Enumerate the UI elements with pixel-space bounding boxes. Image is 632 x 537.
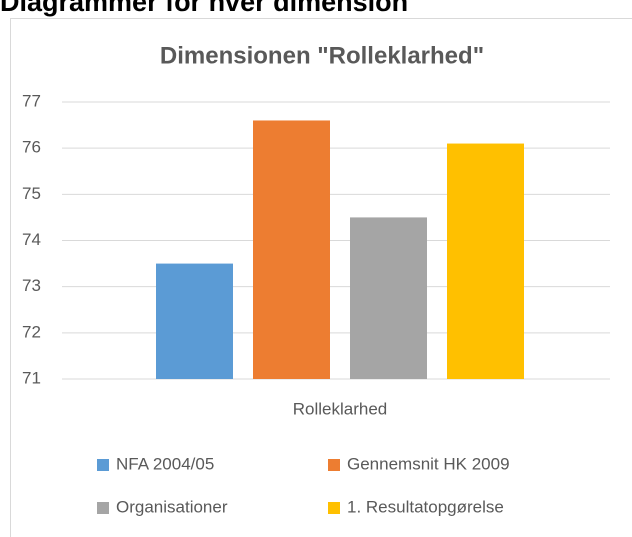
y-tick-label: 71 xyxy=(22,368,41,387)
bar xyxy=(253,120,330,379)
y-tick-label: 73 xyxy=(22,276,41,295)
legend-label: Gennemsnit HK 2009 xyxy=(347,454,510,473)
legend-swatch xyxy=(97,502,109,514)
bar xyxy=(156,263,233,379)
legend-label: 1. Resultatopgørelse xyxy=(347,497,504,516)
page-heading: Diagrammer for hver dimension xyxy=(0,0,408,17)
chart-title: Dimensionen "Rolleklarhed" xyxy=(160,42,484,69)
legend-label: Organisationer xyxy=(116,497,228,516)
y-tick-label: 77 xyxy=(22,91,41,110)
legend-swatch xyxy=(328,502,340,514)
y-tick-label: 75 xyxy=(22,184,41,203)
chart-border xyxy=(10,18,632,537)
y-tick-label: 74 xyxy=(22,230,41,249)
x-tick-label: Rolleklarhed xyxy=(293,399,388,418)
bar xyxy=(350,217,427,379)
y-tick-label: 72 xyxy=(22,322,41,341)
legend-label: NFA 2004/05 xyxy=(116,454,214,473)
legend-swatch xyxy=(328,459,340,471)
bar xyxy=(447,143,524,379)
legend-swatch xyxy=(97,459,109,471)
y-tick-label: 76 xyxy=(22,138,41,157)
